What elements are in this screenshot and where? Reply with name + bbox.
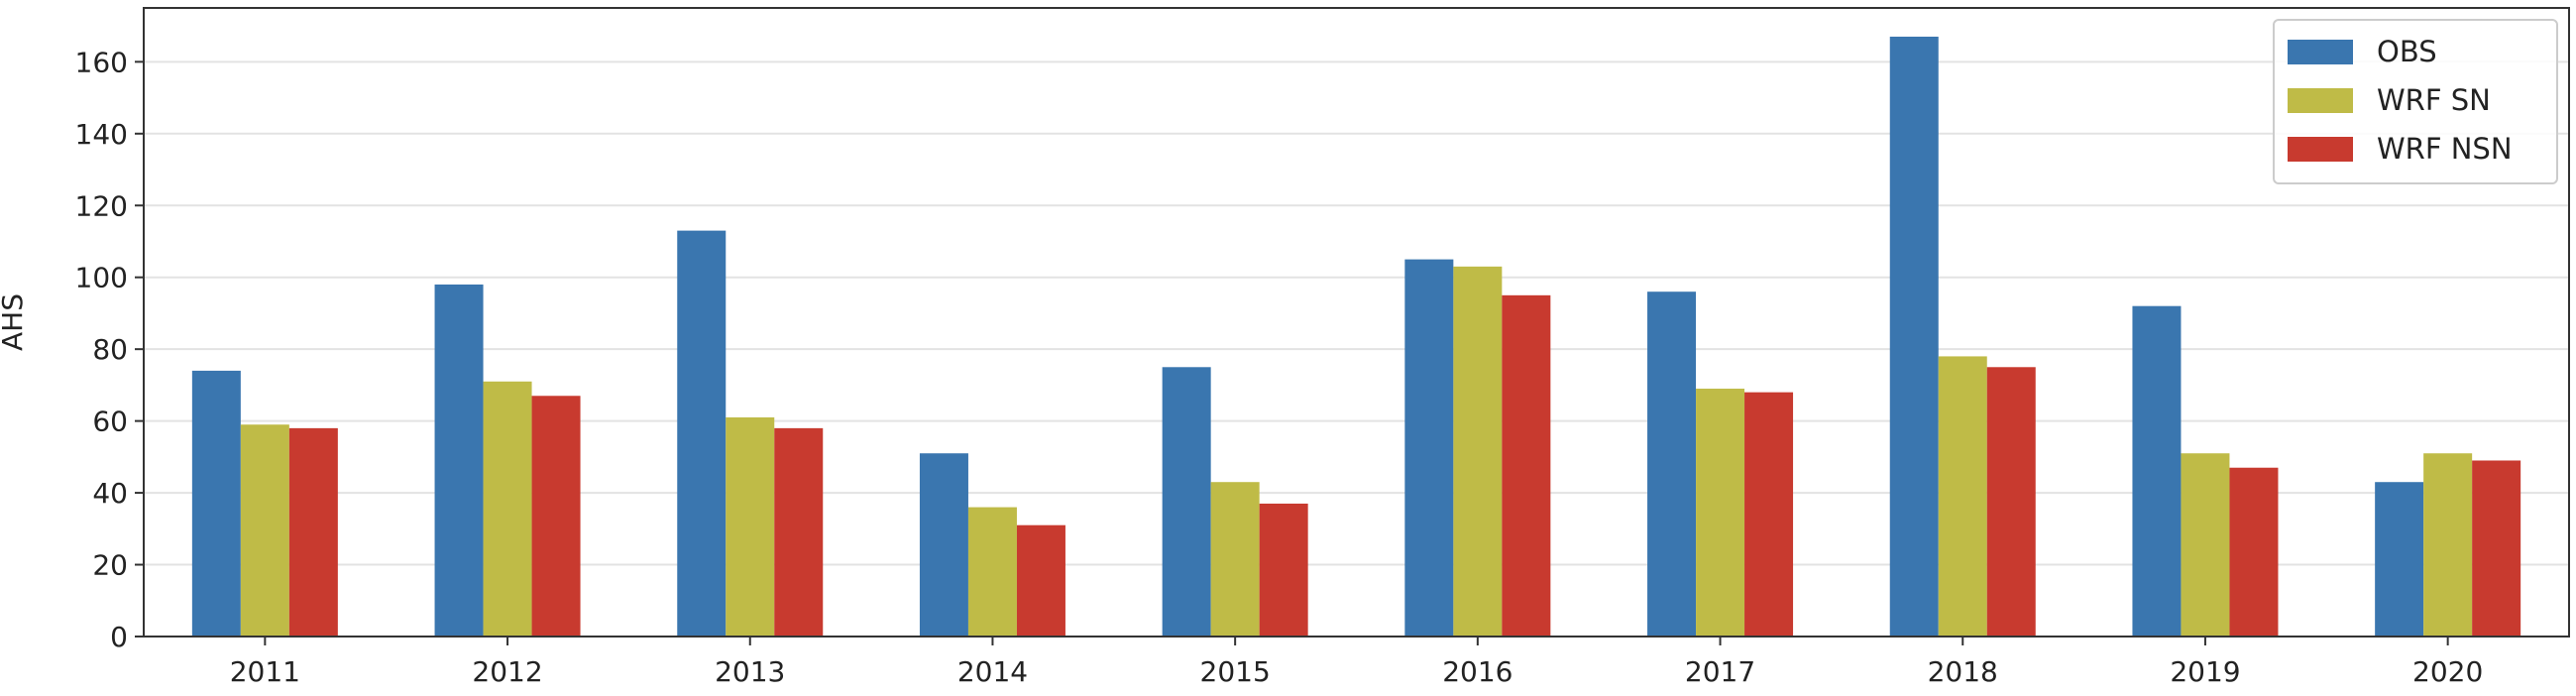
bar-obs-2018 [1889, 36, 1939, 638]
legend: OBS WRF SN WRF NSN [2273, 19, 2558, 184]
x-tick-label: 2018 [1928, 655, 1998, 688]
bar-wrf-sn-2014 [967, 507, 1017, 637]
bar-wrf-sn-2011 [240, 424, 289, 637]
x-tick-label: 2020 [2412, 655, 2483, 688]
y-axis-label: AHS [0, 293, 29, 351]
legend-swatch [2288, 137, 2353, 162]
bar-obs-2019 [2132, 305, 2182, 637]
bar-wrf-sn-2020 [2423, 453, 2473, 637]
y-tick-label: 120 [75, 189, 128, 222]
x-tick-label: 2015 [1200, 655, 1271, 688]
plot-frame [143, 7, 2570, 638]
y-axis: 0 20 40 60 80 100 120 140 160 [75, 46, 144, 653]
bar-wrf-nsn-2017 [1744, 392, 1794, 637]
bar-obs-2013 [677, 230, 727, 638]
bar-wrf-nsn-2015 [1259, 503, 1308, 637]
x-tick-label: 2013 [715, 655, 785, 688]
x-tick-label: 2019 [2170, 655, 2240, 688]
y-tick-label: 80 [92, 333, 128, 366]
bar-wrf-nsn-2011 [288, 427, 338, 637]
y-tick-label: 20 [92, 549, 128, 582]
bar-obs-2020 [2375, 482, 2424, 637]
legend-swatch [2288, 88, 2353, 113]
bar-wrf-nsn-2012 [531, 396, 581, 637]
bar-obs-2016 [1404, 259, 1454, 637]
x-axis: 2011 2012 2013 2014 2015 2016 2017 2018 2019 2020 [230, 637, 2483, 688]
bar-wrf-nsn-2020 [2472, 460, 2521, 637]
bar-wrf-sn-2015 [1210, 482, 1260, 637]
x-tick-label: 2017 [1685, 655, 1755, 688]
y-tick-label: 0 [110, 621, 128, 653]
bar-obs-2015 [1162, 367, 1211, 637]
bar-wrf-sn-2019 [2181, 453, 2230, 637]
bar-wrf-nsn-2016 [1502, 294, 1551, 637]
x-tick-label: 2014 [957, 655, 1028, 688]
x-tick-label: 2016 [1442, 655, 1512, 688]
bar-obs-2014 [919, 453, 968, 637]
legend-label: WRF NSN [2377, 132, 2513, 166]
y-tick-label: 100 [75, 262, 128, 294]
x-tick-label: 2011 [230, 655, 300, 688]
bar-obs-2017 [1647, 291, 1697, 637]
bar-wrf-sn-2018 [1938, 356, 1987, 637]
bar-wrf-sn-2017 [1696, 389, 1745, 637]
bar-wrf-nsn-2013 [774, 427, 824, 637]
bar-wrf-sn-2012 [483, 381, 532, 637]
y-tick-label: 60 [92, 406, 128, 438]
y-tick-label: 140 [75, 118, 128, 151]
x-tick-label: 2012 [472, 655, 542, 688]
legend-swatch [2288, 40, 2353, 64]
bar-wrf-sn-2016 [1453, 266, 1503, 637]
bar-wrf-nsn-2014 [1016, 524, 1065, 637]
y-tick-label: 40 [92, 477, 128, 510]
y-tick-label: 160 [75, 46, 128, 78]
bars [191, 36, 2521, 638]
legend-label: WRF SN [2377, 83, 2491, 117]
bar-wrf-nsn-2019 [2229, 467, 2279, 637]
bar-obs-2011 [191, 370, 241, 637]
bar-wrf-sn-2013 [726, 417, 775, 637]
legend-label: OBS [2377, 35, 2437, 68]
bar-wrf-nsn-2018 [1986, 367, 2036, 637]
bar-obs-2012 [434, 284, 484, 637]
